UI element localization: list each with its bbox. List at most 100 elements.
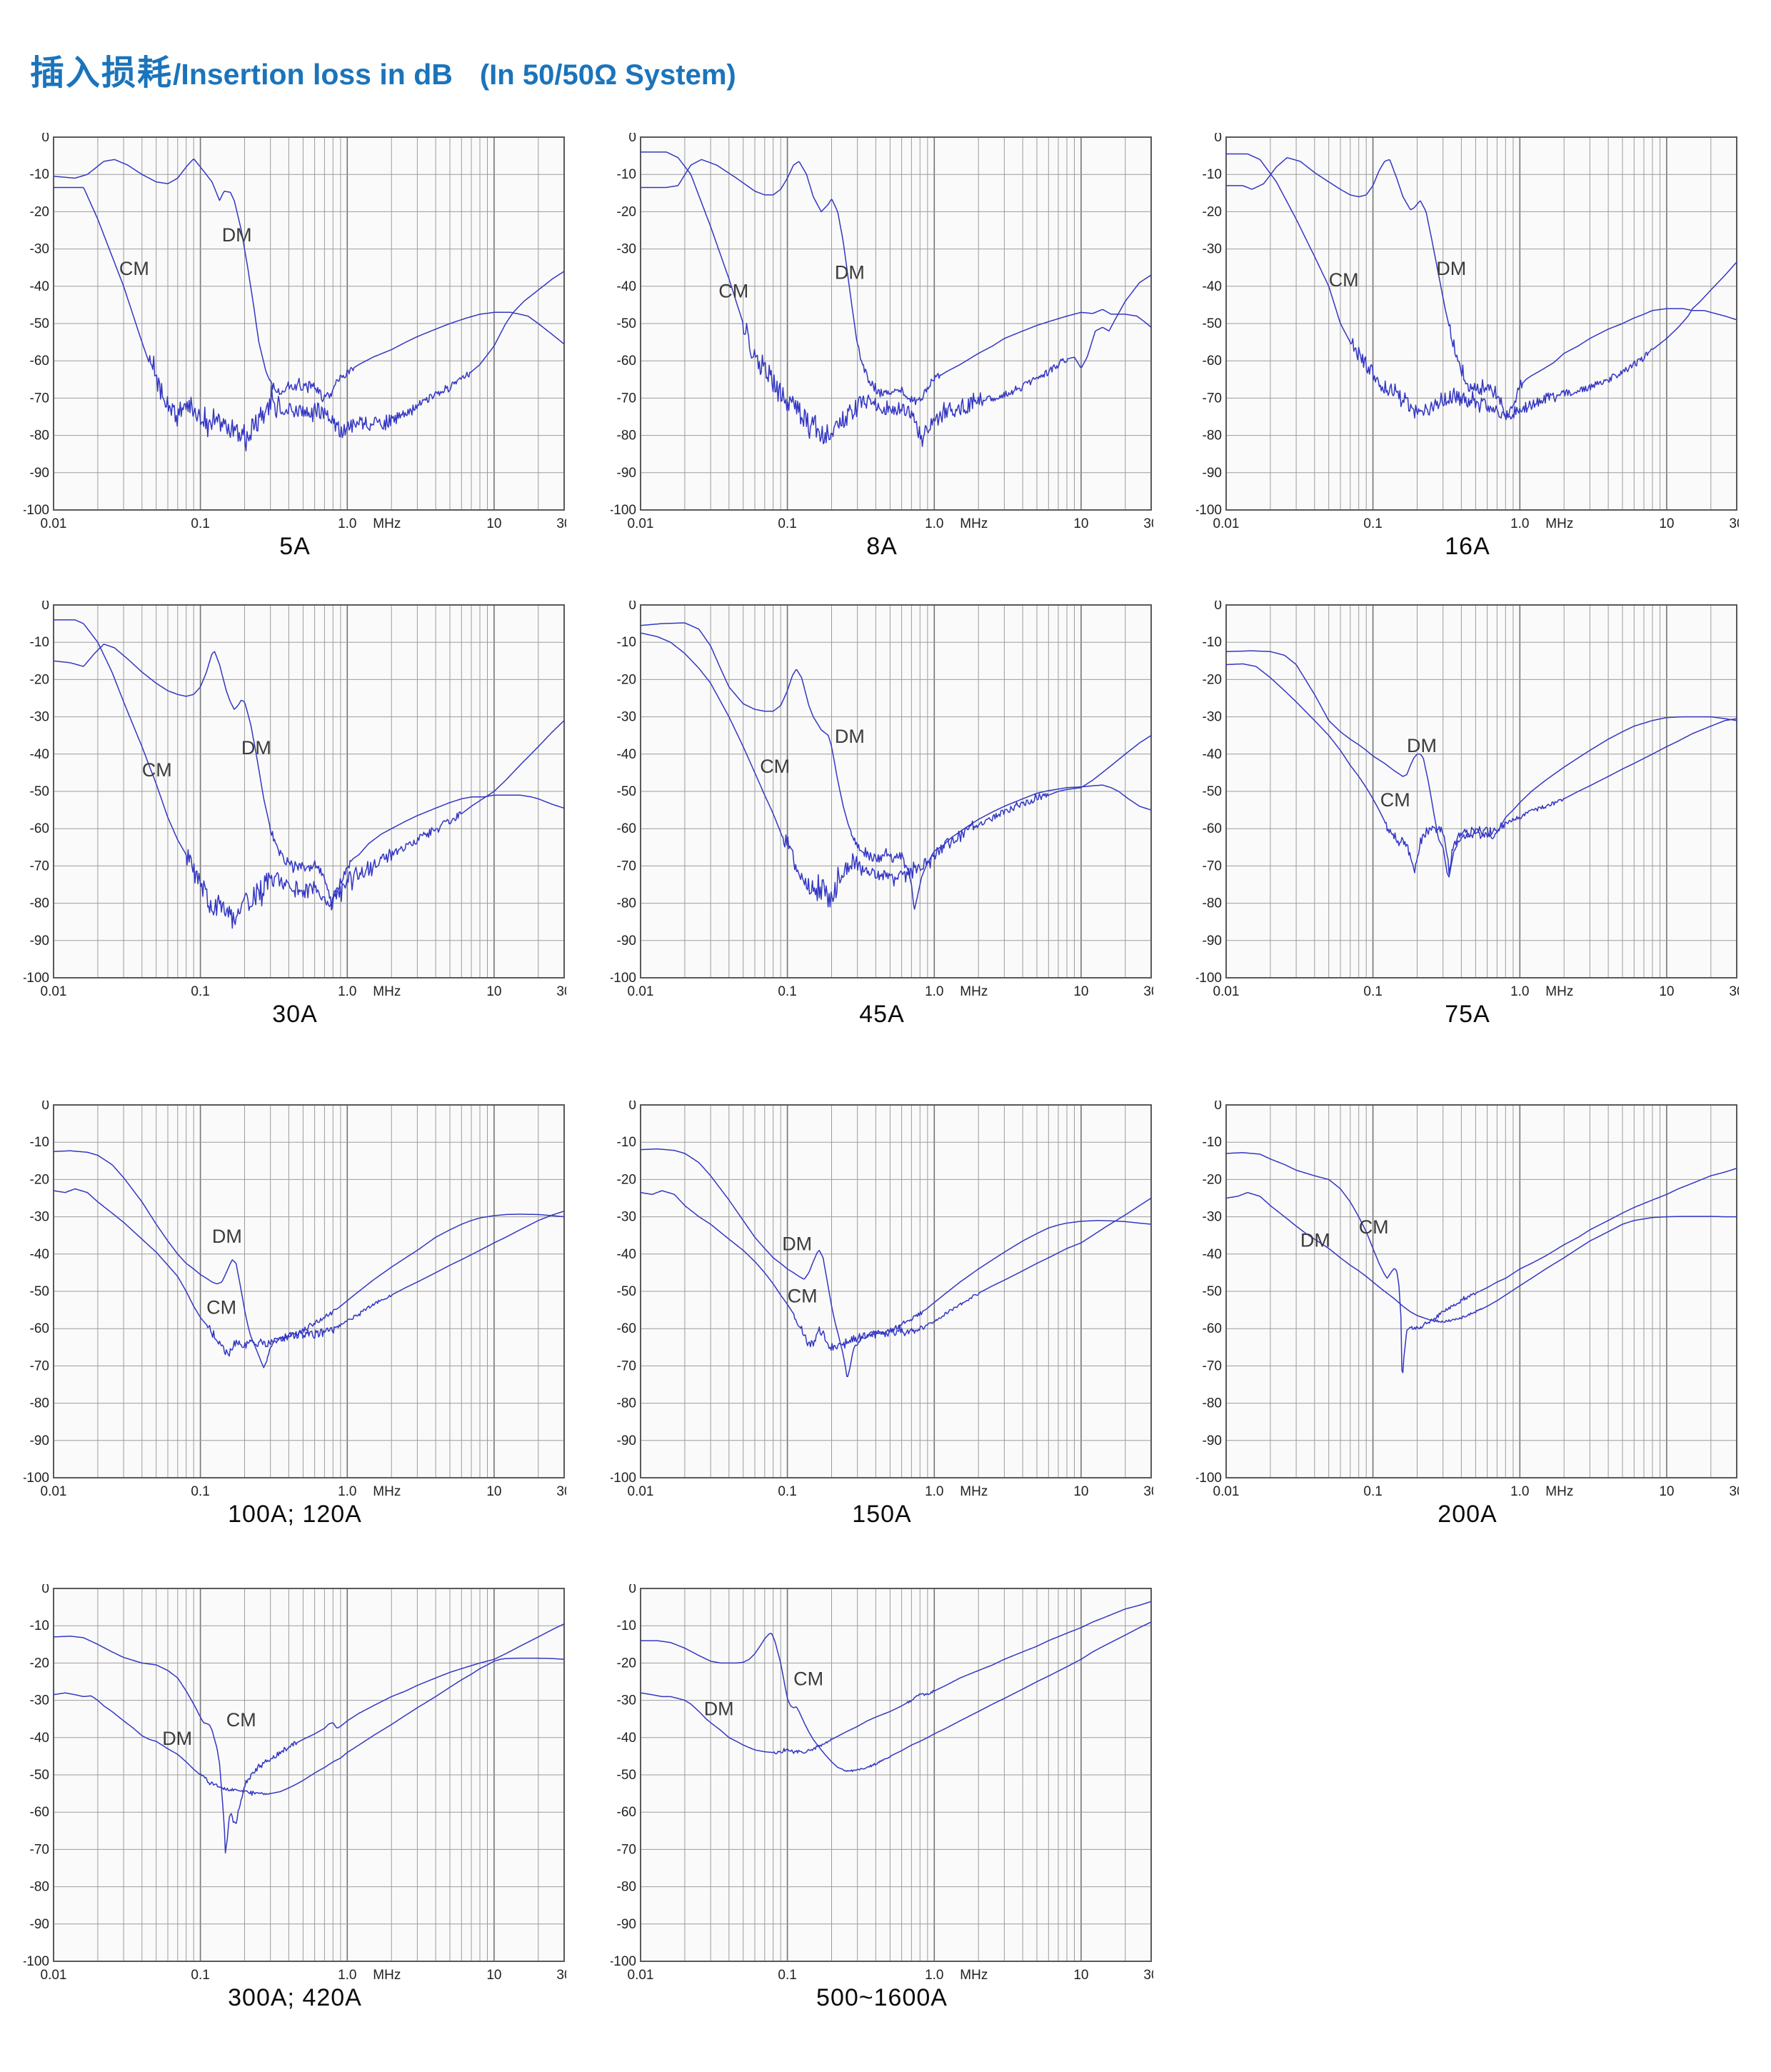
plot-border (1225, 1104, 1737, 1478)
x-tick-label: 1.0 (338, 1968, 356, 1983)
x-tick-label: 1.0 (1510, 1484, 1529, 1499)
y-tick-label: -70 (617, 391, 636, 406)
y-tick-label: -80 (617, 896, 636, 911)
y-tick-label: -70 (30, 391, 49, 406)
dm-curve (640, 1601, 1152, 1755)
series-label-dm: DM (1436, 258, 1466, 279)
y-tick-label: -80 (30, 429, 49, 444)
x-axis-unit: MHz (373, 1968, 401, 1983)
y-tick-label: -30 (1203, 1210, 1222, 1225)
y-tick-label: -80 (617, 429, 636, 444)
chart-caption: 16A (1445, 533, 1490, 560)
y-tick-label: -20 (1203, 1172, 1222, 1187)
y-tick-label: -90 (30, 934, 49, 949)
chart-caption: 500~1600A (816, 1984, 948, 2011)
y-tick-label: -50 (617, 1284, 636, 1299)
dm-curve (641, 1148, 1152, 1378)
chart-caption: 200A (1438, 1501, 1497, 1528)
dm-curve (53, 1657, 565, 1796)
y-tick-label: -20 (1203, 204, 1222, 219)
x-tick-label: 30 (556, 1484, 566, 1499)
y-tick-label: -50 (30, 1768, 49, 1783)
y-tick-label: -100 (1196, 971, 1222, 986)
x-tick-label: 1.0 (925, 516, 943, 531)
y-tick-label: -30 (617, 242, 636, 257)
x-tick-label: 10 (1073, 984, 1088, 999)
y-tick-label: -80 (1203, 429, 1222, 444)
dm-curve (640, 622, 1152, 910)
y-tick-label: -50 (617, 784, 636, 799)
chart-16a: 0 -10 -20 -30 -40 -50 -60 -70 -80 -90 -100 0.01 0.1 1… (1196, 133, 1739, 597)
y-tick-label: -10 (1203, 1135, 1222, 1150)
y-tick-label: -80 (30, 896, 49, 911)
y-tick-label: -40 (1203, 279, 1222, 294)
series-label-cm: CM (226, 1709, 256, 1731)
plot-border (53, 1588, 565, 1962)
y-tick-label: -90 (1203, 1433, 1222, 1448)
x-tick-label: 0.1 (191, 1968, 209, 1983)
y-tick-label: -40 (617, 1247, 636, 1262)
series-label-dm: DM (212, 1226, 242, 1247)
y-tick-label: -10 (30, 1135, 49, 1150)
series-label-cm: CM (206, 1296, 236, 1318)
y-tick-label: 0 (1214, 133, 1222, 145)
y-tick-label: -100 (24, 1954, 49, 1969)
y-tick-label: -40 (30, 279, 49, 294)
y-tick-label: -100 (611, 503, 636, 518)
series-label-cm: CM (119, 258, 149, 279)
x-tick-label: 1.0 (338, 1484, 356, 1499)
x-axis-unit: MHz (1545, 1484, 1573, 1499)
dm-curve (1225, 650, 1737, 878)
y-tick-label: -90 (617, 466, 636, 481)
chart-200a: 0 -10 -20 -30 -40 -50 -60 -70 -80 -90 -100 0.01 0.1 1… (1196, 1101, 1739, 1565)
y-tick-label: -50 (30, 1284, 49, 1299)
chart-45a: 0 -10 -20 -30 -40 -50 -60 -70 -80 -90 -100 0.01 0.1 1… (611, 601, 1153, 1065)
y-tick-label: -70 (617, 859, 636, 874)
x-tick-label: 1.0 (925, 1968, 943, 1983)
cm-curve (53, 1623, 565, 1854)
y-tick-label: -60 (30, 354, 49, 369)
y-tick-label: -90 (617, 934, 636, 949)
y-tick-label: -20 (617, 672, 636, 687)
y-tick-label: -60 (30, 821, 49, 836)
y-tick-label: 0 (628, 1101, 636, 1113)
x-tick-label: 0.01 (41, 516, 67, 531)
x-tick-label: 10 (486, 516, 501, 531)
y-tick-label: 0 (1214, 1101, 1222, 1113)
y-tick-label: -20 (30, 1172, 49, 1187)
y-tick-label: -50 (1203, 784, 1222, 799)
dm-curve (1226, 157, 1737, 421)
y-tick-label: -60 (1203, 821, 1222, 836)
chart-caption: 30A (272, 1001, 318, 1028)
x-axis-unit: MHz (1545, 516, 1573, 531)
y-tick-label: -70 (30, 859, 49, 874)
x-axis-unit: MHz (960, 984, 988, 999)
y-tick-label: -50 (30, 316, 49, 331)
x-tick-label: 10 (1659, 984, 1674, 999)
chart-caption: 150A (852, 1501, 912, 1528)
chart-caption: 75A (1445, 1001, 1490, 1028)
series-label-cm: CM (1359, 1216, 1389, 1238)
y-tick-label: 0 (41, 601, 49, 613)
y-tick-label: -30 (1203, 242, 1222, 257)
x-tick-label: 30 (1143, 516, 1153, 531)
y-tick-label: 0 (41, 1584, 49, 1596)
y-tick-label: 0 (628, 1584, 636, 1596)
x-tick-label: 30 (1143, 984, 1153, 999)
dm-curve (53, 644, 565, 911)
y-tick-label: -20 (30, 1656, 49, 1671)
x-tick-label: 0.01 (628, 1484, 654, 1499)
x-tick-label: 1.0 (1510, 516, 1529, 531)
x-tick-label: 0.01 (41, 1968, 67, 1983)
y-tick-label: -90 (30, 1433, 49, 1448)
y-tick-label: -10 (617, 1135, 636, 1150)
series-label-cm: CM (142, 759, 172, 781)
y-tick-label: -40 (1203, 747, 1222, 762)
y-tick-label: 0 (41, 1101, 49, 1113)
y-tick-label: -40 (1203, 1247, 1222, 1262)
x-tick-label: 10 (1073, 516, 1088, 531)
